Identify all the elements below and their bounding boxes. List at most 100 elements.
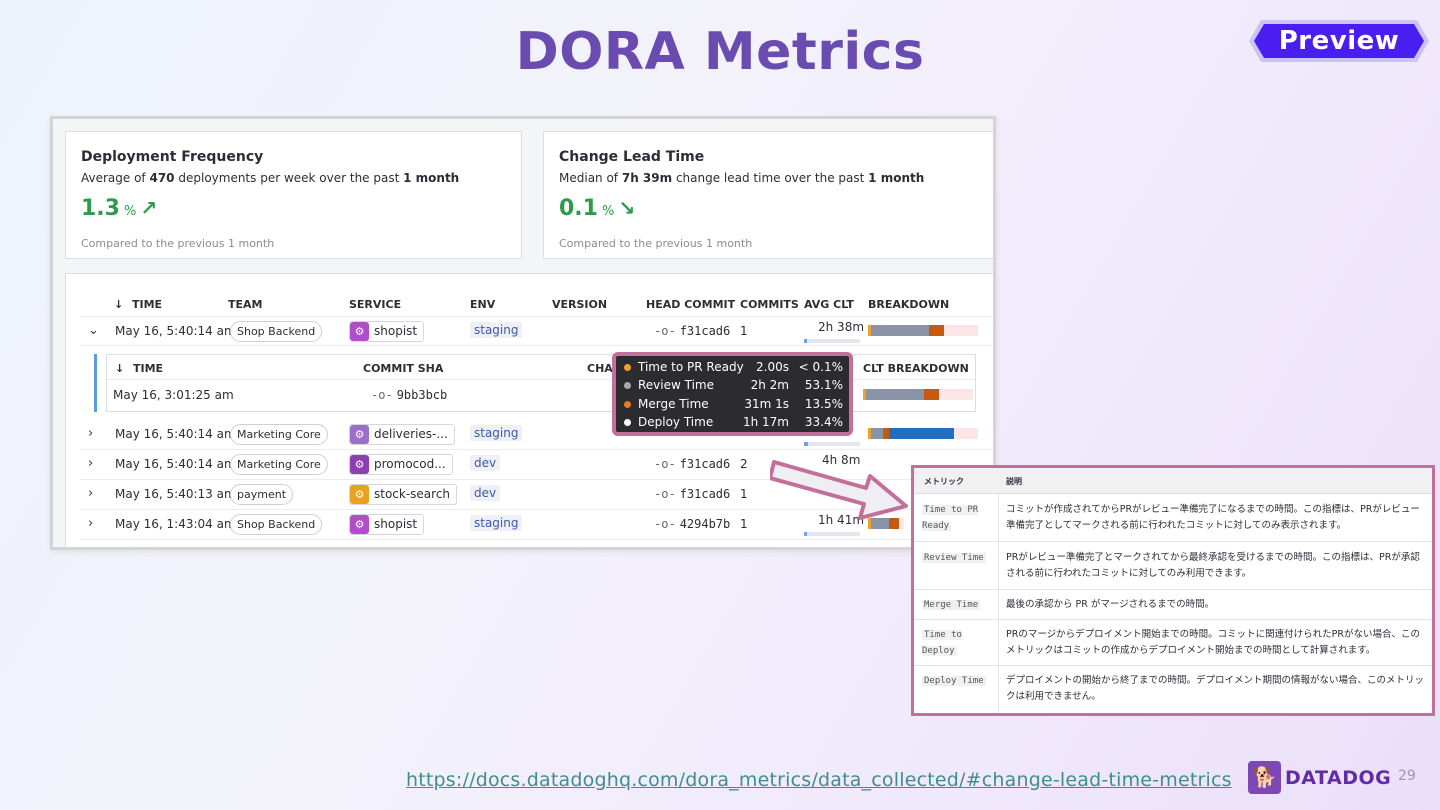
sort-desc-icon[interactable]: ↓ [114,298,124,311]
tooltip-row: Review Time 2h 2m 53.1% [616,376,849,394]
head-commit[interactable]: -o-f31cad6 [654,457,731,471]
team-pill[interactable]: payment [230,484,294,505]
row-time: May 16, 5:40:13 am [115,487,236,501]
col-header-service[interactable]: SERVICE [349,298,402,311]
card-compare-text: Compared to the previous 1 month [559,237,753,250]
env-tag[interactable]: dev [470,485,501,501]
avg-clt: 1h 41m [818,513,865,527]
team-pill[interactable]: Marketing Core [230,424,328,445]
pointer-arrow-icon [770,460,908,520]
commit-icon: -o- [654,487,676,501]
sub-col-clt-breakdown[interactable]: CLT BREAKDOWN [863,362,969,375]
head-commit[interactable]: -o-f31cad6 [654,324,731,338]
docs-link[interactable]: https://docs.datadoghq.com/dora_metrics/… [406,769,1232,791]
env-tag[interactable]: dev [470,455,501,471]
team-pill[interactable]: Marketing Core [230,454,328,475]
tooltip-row: Deploy Time 1h 17m 33.4% [616,413,849,431]
service-gear-icon: ⚙ [350,455,369,474]
env-tag[interactable]: staging [470,322,523,338]
expand-chevron-icon[interactable]: › [88,456,94,471]
commits-count: 2 [740,457,748,471]
avg-clt-bar [804,339,860,343]
col-header-time[interactable]: TIME [132,298,163,311]
col-header-breakdown[interactable]: BREAKDOWN [868,298,950,311]
sub-row-sha[interactable]: -o- 9bb3bcb [371,388,448,402]
table-row[interactable]: › May 16, 5:40:14 am Marketing Core ⚙ del… [80,420,992,450]
team-pill[interactable]: Shop Backend [230,514,323,535]
avg-clt-bar [804,442,860,446]
commit-icon: -o- [654,517,676,531]
metric-table-header: メトリック 説明 [914,468,1432,494]
tooltip-row: Time to PR Ready 2.00s < 0.1% [616,358,849,376]
card-subtitle: Average of 470 deployments per week over… [81,171,460,185]
deployment-frequency-card[interactable]: Deployment Frequency Average of 470 depl… [65,131,522,259]
env-tag[interactable]: staging [470,425,523,441]
row-time: May 16, 5:40:14 am [115,457,236,471]
breakdown-bar[interactable] [868,518,904,529]
preview-badge: Preview [1247,18,1431,64]
service-gear-icon: ⚙ [350,425,369,444]
col-header-env[interactable]: ENV [470,298,496,311]
avg-clt: 2h 38m [818,320,865,334]
sub-col-time[interactable]: TIME [133,362,164,375]
service-gear-icon: ⚙ [350,485,369,504]
expand-chevron-icon[interactable]: › [88,486,94,501]
card-title: Deployment Frequency [81,149,264,165]
service-chip[interactable]: ⚙ deliveries-... [349,424,455,445]
team-pill[interactable]: Shop Backend [230,321,323,342]
col-header-team[interactable]: TEAM [228,298,263,311]
row-time: May 16, 5:40:14 am [115,324,236,338]
commit-icon: -o- [371,388,393,402]
sub-row-time: May 16, 3:01:25 am [113,388,234,402]
collapse-chevron-icon[interactable]: ⌄ [88,323,99,338]
table-row[interactable]: ⌄ May 16, 5:40:14 am Shop Backend ⚙ shopi… [80,316,992,346]
table-row[interactable]: › May 16, 5:40:14 am Marketing Core ⚙ pro… [80,450,992,480]
metric-row: Review Time PRがレビュー準備完了とマークされてから最終承認を受ける… [914,542,1432,590]
card-subtitle: Median of 7h 39m change lead time over t… [559,171,925,185]
commits-count: 1 [740,517,748,531]
head-commit[interactable]: -o-f31cad6 [654,487,731,501]
col-header-version[interactable]: VERSION [552,298,608,311]
table-row[interactable]: › May 16, 5:40:13 am payment ⚙ stock-sear… [80,480,992,510]
slide-title: DORA Metrics [515,22,925,82]
card-value: 1.3% ↗ [81,196,158,221]
card-value: 0.1% ↘ [559,196,636,221]
env-tag[interactable]: staging [470,515,523,531]
change-lead-time-card[interactable]: Change Lead Time Median of 7h 39m change… [543,131,993,259]
service-gear-icon: ⚙ [350,322,369,341]
breakdown-bar[interactable] [868,325,978,336]
metric-row: Merge Time 最後の承認から PR がマージされるまでの時間。 [914,590,1432,620]
breakdown-bar[interactable] [868,428,978,439]
col-header-head-commit[interactable]: HEAD COMMIT [646,298,736,311]
head-commit[interactable]: -o- 4294b7b [654,517,731,531]
datadog-logo: 🐕 DATADOG [1248,761,1391,794]
service-gear-icon: ⚙ [350,515,369,534]
clt-breakdown-tooltip: Time to PR Ready 2.00s < 0.1% Review Tim… [612,352,853,436]
sub-col-commit-sha[interactable]: COMMIT SHA [363,362,444,375]
expand-chevron-icon[interactable]: › [88,426,94,441]
avg-clt: 4h 8m [822,453,861,467]
metric-row: Time to Deploy PRのマージからデプロイメント開始までの時間。コミ… [914,620,1432,666]
row-time: May 16, 5:40:14 am [115,427,236,441]
trend-up-icon: ↗ [140,196,158,220]
sort-desc-icon[interactable]: ↓ [115,362,125,375]
card-compare-text: Compared to the previous 1 month [81,237,275,250]
commit-icon: -o- [654,457,676,471]
col-header-commits[interactable]: COMMITS [740,298,799,311]
commits-count: 1 [740,324,748,338]
trend-down-icon: ↘ [618,196,636,220]
metric-row: Time to PR Ready コミットが作成されてからPRがレビュー準備完了… [914,494,1432,542]
card-title: Change Lead Time [559,149,705,165]
avg-clt-bar [804,532,860,536]
table-row[interactable]: › May 16, 1:43:04 am Shop Backend ⚙ shopi… [80,510,992,540]
metric-row: Deploy Time デプロイメントの開始から終了までの時間。デプロイメント期… [914,666,1432,713]
commit-icon: -o- [654,324,676,338]
service-chip[interactable]: ⚙ shopist [349,321,425,342]
commits-count: 1 [740,487,748,501]
service-chip[interactable]: ⚙ stock-search [349,484,458,505]
col-header-avg-clt[interactable]: AVG CLT [804,298,854,311]
sub-breakdown-bar[interactable] [863,389,973,400]
service-chip[interactable]: ⚙ promocod... [349,454,453,475]
expand-chevron-icon[interactable]: › [88,516,94,531]
service-chip[interactable]: ⚙ shopist [349,514,425,535]
